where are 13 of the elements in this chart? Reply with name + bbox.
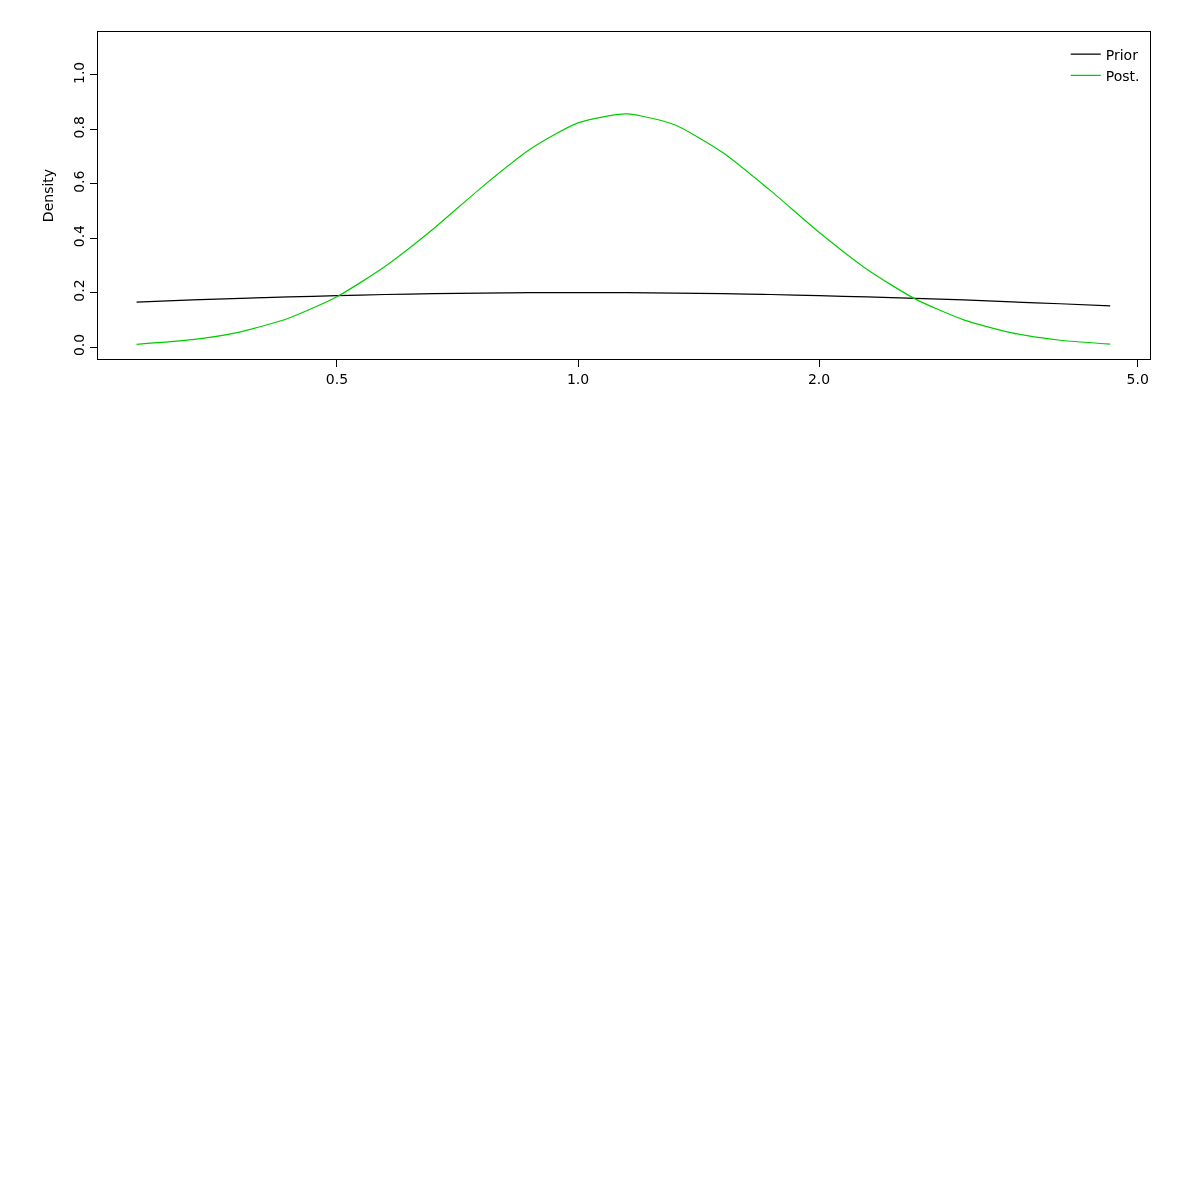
x-tick-label: 5.0 — [1126, 370, 1149, 387]
y-tick-label: 0.2 — [71, 279, 88, 302]
y-tick-label: 0.4 — [71, 224, 88, 248]
y-tick-label: 1.0 — [71, 61, 88, 85]
y-tick-label: 0.6 — [71, 170, 88, 193]
x-tick-label: 0.5 — [325, 370, 349, 387]
y-tick-label: 0.0 — [71, 333, 88, 357]
x-tick-label: 1.0 — [566, 370, 590, 387]
y-axis-title: Density — [40, 168, 56, 223]
y-tick-label: 0.8 — [71, 116, 88, 139]
x-tick-label: 2.0 — [807, 370, 831, 387]
legend-label: Prior — [1105, 46, 1139, 63]
legend-label: Post. — [1105, 67, 1140, 84]
